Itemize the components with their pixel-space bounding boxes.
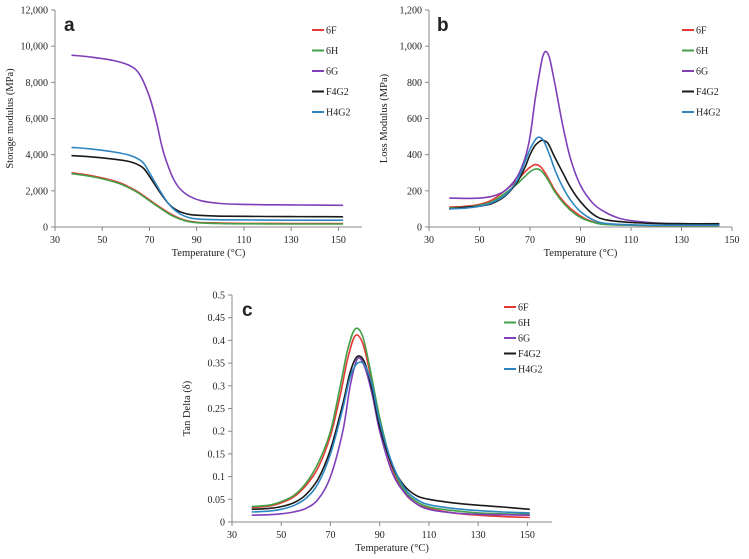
y-axis-title: Storage modulus (MPa) [5, 68, 16, 169]
legend-label-f4g2: F4G2 [518, 349, 541, 360]
y-axis-title: Tan Delta (δ) [182, 380, 193, 436]
legend-label-6g: 6G [696, 67, 708, 78]
x-tick-label: 110 [422, 530, 437, 541]
x-tick-label: 50 [276, 530, 286, 541]
series-line-h4g2 [71, 146, 344, 222]
x-tick-label: 90 [576, 235, 586, 246]
y-tick-label: 400 [407, 150, 422, 161]
y-tick-label: 0.5 [213, 291, 226, 302]
series-line-f4g2 [449, 139, 720, 225]
legend-label-6h: 6H [696, 46, 708, 57]
series-line-6g [449, 50, 720, 226]
x-tick-label: 150 [331, 235, 346, 246]
y-tick-label: 0.1 [213, 472, 226, 483]
legend-label-6f: 6F [518, 303, 529, 314]
x-axis-title: Temperature (°C) [172, 248, 246, 259]
series-line-f4g2 [71, 154, 344, 218]
legend-label-f4g2: F4G2 [326, 87, 349, 98]
legend-label-6h: 6H [326, 46, 338, 57]
x-axis-title: Temperature (°C) [544, 248, 618, 259]
x-tick-label: 50 [475, 235, 485, 246]
panel-a: 0 2,000 4,000 6,000 8,000 10,000 12,000 30 50 70 9… [5, 6, 362, 259]
legend-label-6f: 6F [326, 26, 337, 37]
panel-letter: c [242, 300, 253, 321]
y-tick-label: 0.4 [213, 336, 226, 347]
y-tick-label: 6,000 [26, 114, 49, 125]
legend-label-6g: 6G [326, 67, 338, 78]
y-tick-label: 2,000 [26, 186, 49, 197]
legend-label-f4g2: F4G2 [696, 87, 719, 98]
y-axis-title: Loss Modulus (MPa) [379, 73, 390, 163]
x-tick-label: 30 [50, 235, 60, 246]
y-tick-label: 0 [417, 223, 422, 234]
y-tick-label: 1,200 [400, 6, 423, 17]
series-line-h4g2 [251, 361, 530, 514]
panel-b: 0 200 400 600 800 1,000 1,200 30 50 70 90 110 130 150… [379, 6, 740, 260]
x-tick-label: 150 [725, 235, 740, 246]
y-tick-label: 0.3 [213, 381, 226, 392]
x-tick-label: 70 [525, 235, 535, 246]
x-tick-label: 130 [674, 235, 689, 246]
legend: 6F 6H 6G F4G2 H4G2 [312, 26, 350, 119]
x-tick-label: 50 [97, 235, 107, 246]
y-tick-label: 0 [220, 518, 225, 529]
x-tick-label: 130 [471, 530, 486, 541]
legend-label-6g: 6G [518, 334, 530, 345]
panel-letter: b [437, 15, 449, 36]
x-tick-label: 30 [227, 530, 237, 541]
series-line-h4g2 [449, 136, 720, 227]
legend-label-6f: 6F [696, 26, 707, 37]
legend-label-h4g2: H4G2 [518, 365, 542, 376]
x-tick-label: 110 [237, 235, 252, 246]
legend-label-h4g2: H4G2 [696, 108, 720, 119]
y-tick-label: 0.35 [208, 359, 226, 370]
x-tick-label: 90 [375, 530, 385, 541]
x-axis-title: Temperature (°C) [355, 543, 429, 554]
y-tick-label: 8,000 [26, 78, 49, 89]
y-tick-label: 200 [407, 186, 422, 197]
legend: 6F 6H 6G F4G2 H4G2 [682, 26, 720, 119]
x-tick-label: 90 [192, 235, 202, 246]
y-tick-label: 0.2 [213, 427, 226, 438]
series-line-6h [251, 327, 530, 516]
y-tick-label: 4,000 [26, 150, 49, 161]
x-tick-label: 70 [325, 530, 335, 541]
y-tick-label: 0 [43, 223, 48, 234]
x-tick-label: 70 [144, 235, 154, 246]
series-line-6h [71, 172, 344, 225]
x-tick-label: 130 [284, 235, 299, 246]
y-tick-label: 600 [407, 114, 422, 125]
panel-letter: a [64, 15, 75, 36]
y-tick-label: 800 [407, 78, 422, 89]
y-tick-label: 1,000 [400, 42, 423, 53]
x-tick-label: 110 [624, 235, 639, 246]
legend-label-h4g2: H4G2 [326, 108, 350, 119]
y-tick-label: 10,000 [21, 42, 49, 53]
y-tick-label: 0.05 [208, 495, 226, 506]
series-line-6g [71, 54, 344, 207]
x-tick-label: 150 [520, 530, 535, 541]
panel-c: 0 0.05 0.1 0.15 0.2 0.25 0.3 0.35 0.4 0.45 0.5 30 50… [182, 291, 552, 554]
y-tick-label: 0.25 [208, 404, 226, 415]
y-tick-label: 12,000 [21, 6, 49, 17]
series-line-f4g2 [251, 355, 530, 511]
series-line-6f [251, 334, 530, 519]
y-tick-label: 0.15 [208, 449, 226, 460]
y-tick-label: 0.45 [208, 313, 226, 324]
series-line-6f [449, 163, 720, 227]
legend-label-6h: 6H [518, 318, 530, 329]
x-tick-label: 30 [424, 235, 434, 246]
legend: 6F 6H 6G F4G2 H4G2 [504, 303, 542, 376]
series-line-6g [251, 357, 530, 516]
